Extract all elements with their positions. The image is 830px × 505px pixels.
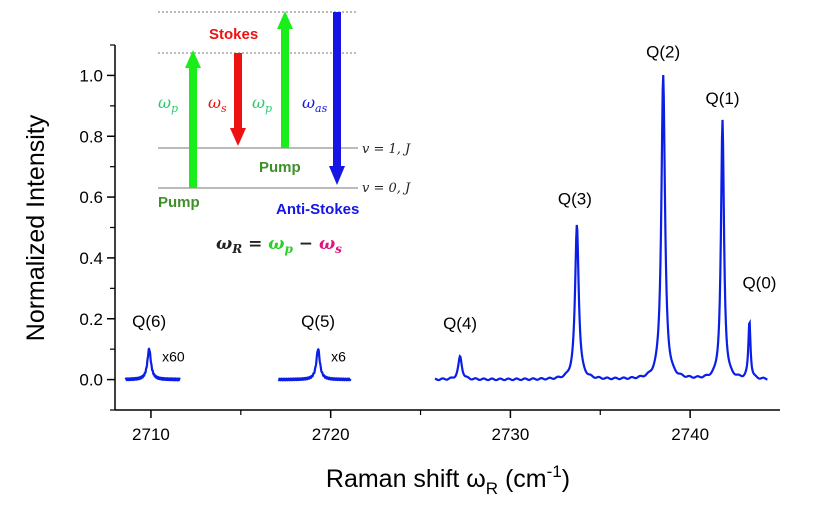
scale-factor-label: x60	[162, 348, 185, 364]
axis-ticks: 2710 2720 2730 2740 0.0 0.2 0.4 0.6 0.8 1.0	[79, 44, 709, 444]
x-tick-label-2740: 2740	[671, 425, 709, 444]
pump-label-2: Pump	[259, 159, 301, 176]
pump-arrow-up-2	[277, 11, 293, 148]
peak-label: Q(5)	[301, 312, 335, 331]
spectrum-segment-3	[434, 74, 768, 382]
anti-stokes-arrow-down	[329, 12, 345, 185]
omega-p-label-2: ωp	[252, 93, 272, 115]
peak-label: Q(1)	[705, 89, 739, 108]
peak-label: Q(4)	[443, 314, 477, 333]
spectrum-segment-1	[124, 347, 181, 382]
raman-shift-equation: ωR = ωp − ωs	[216, 234, 342, 256]
y-tick-label-0: 0.0	[79, 371, 103, 390]
y-tick-label-0.6: 0.6	[79, 188, 103, 207]
peak-label: Q(0)	[742, 273, 776, 292]
peak-label: Q(6)	[132, 312, 166, 331]
pump-label-1: Pump	[158, 194, 200, 211]
spectrum-segment-2	[277, 348, 352, 382]
stokes-label: Stokes	[209, 26, 258, 43]
y-tick-label-0.4: 0.4	[79, 249, 103, 268]
omega-as-label: ωas	[302, 93, 328, 115]
peak-labels: Q(6) x60 Q(5) x6 Q(4) Q(3) Q(2) Q(1) Q(0)	[132, 42, 776, 364]
anti-stokes-label: Anti-Stokes	[276, 201, 359, 218]
x-tick-label-2730: 2730	[491, 425, 529, 444]
peak-label: Q(2)	[646, 42, 680, 61]
x-tick-label-2720: 2720	[312, 425, 350, 444]
spectrum-lines	[124, 74, 768, 382]
y-tick-label-0.8: 0.8	[79, 127, 103, 146]
y-tick-label-1: 1.0	[79, 66, 103, 85]
pump-arrow-up	[185, 50, 201, 188]
y-tick-label-0.2: 0.2	[79, 310, 103, 329]
peak-label: Q(3)	[558, 189, 592, 208]
omega-p-label-1: ωp	[158, 93, 178, 115]
omega-s-label: ωs	[208, 93, 227, 115]
x-tick-label-2710: 2710	[132, 425, 170, 444]
y-axis-title: Normalized Intensity	[22, 114, 50, 341]
level-v0-label: v = 0, J	[362, 181, 411, 196]
energy-level-inset: Stokes Pump Pump Anti-Stokes ωp ωs ωp ωa…	[158, 11, 411, 256]
level-v1-label: v = 1, J	[362, 142, 411, 157]
stokes-arrow-down	[230, 53, 246, 146]
x-axis-title: Raman shift ωR (cm-1)	[326, 462, 570, 498]
scale-factor-label: x6	[331, 348, 346, 364]
